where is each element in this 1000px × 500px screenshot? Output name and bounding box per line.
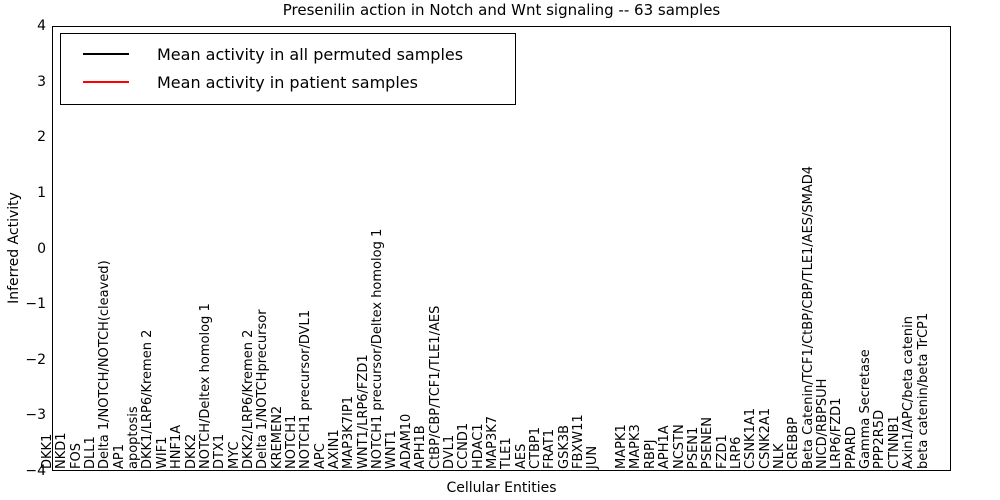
y-tick-label: −2 — [25, 351, 46, 368]
legend-item-permuted: Mean activity in all permuted samples — [71, 40, 505, 68]
y-tick-label: −1 — [25, 296, 46, 313]
y-tick-label: 2 — [37, 129, 46, 146]
chart-title: Presenilin action in Notch and Wnt signa… — [282, 1, 721, 19]
legend-line-patient-swatch — [83, 81, 129, 83]
legend-label-permuted: Mean activity in all permuted samples — [157, 44, 464, 64]
legend-item-patient: Mean activity in patient samples — [71, 68, 505, 96]
legend-line-permuted-swatch — [83, 53, 129, 55]
y-tick-label: 3 — [37, 73, 46, 90]
legend-label-patient: Mean activity in patient samples — [157, 72, 418, 92]
y-tick-label: 0 — [37, 240, 46, 257]
legend: Mean activity in all permuted samples Me… — [60, 33, 516, 105]
y-tick-label: 4 — [37, 18, 46, 34]
y-tick-label: −4 — [25, 463, 46, 479]
y-tick-label: 1 — [37, 184, 46, 201]
y-tick-label: −3 — [25, 407, 46, 424]
x-axis-label: Cellular Entities — [446, 480, 557, 496]
